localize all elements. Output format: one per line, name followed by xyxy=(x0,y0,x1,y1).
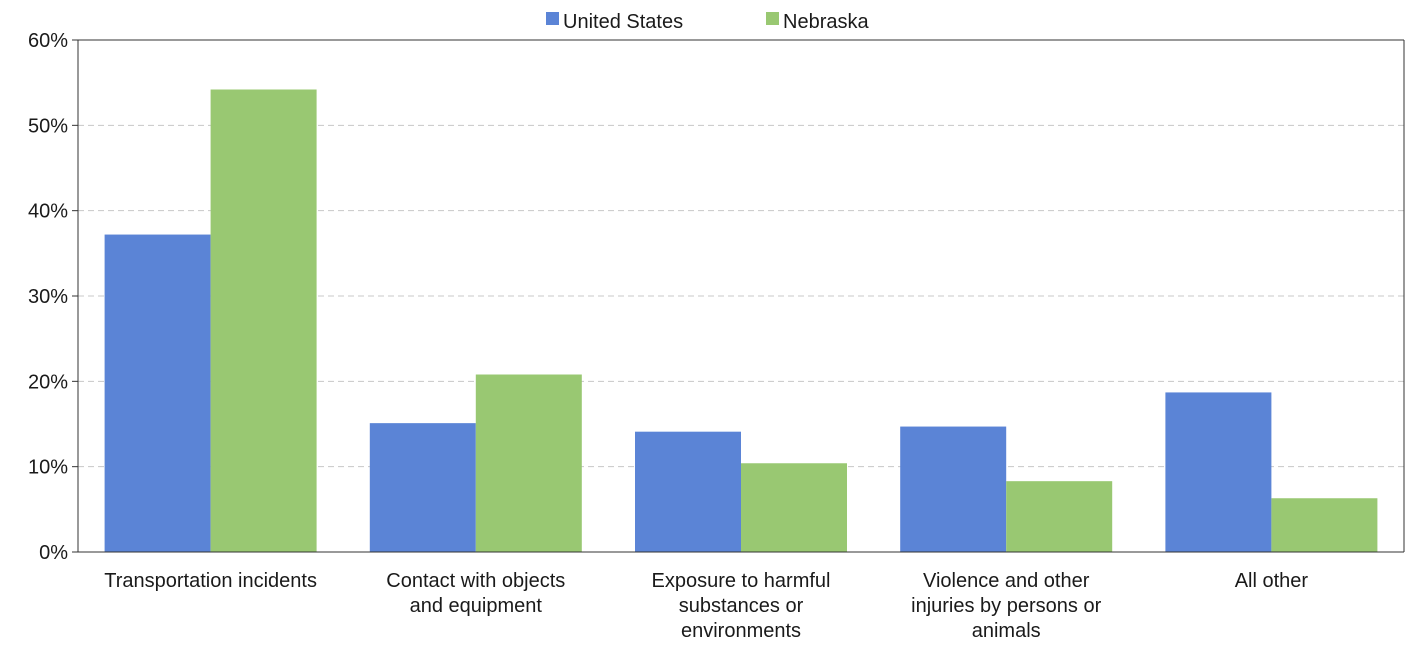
legend-swatch xyxy=(546,12,559,25)
x-category-label: Contact with objects xyxy=(386,570,565,592)
x-category-label: Violence and other xyxy=(923,570,1090,592)
y-tick-label: 60% xyxy=(28,30,68,52)
x-category-label: and equipment xyxy=(410,595,543,617)
x-category-labels: Transportation incidents Contact with obj… xyxy=(104,570,1308,642)
bar-united-states xyxy=(1165,392,1271,552)
y-tick-label: 30% xyxy=(28,286,68,308)
x-category-label: Exposure to harmful xyxy=(652,570,831,592)
y-tick-label: 50% xyxy=(28,115,68,137)
x-category-label: environments xyxy=(681,620,801,642)
x-category-label: animals xyxy=(972,620,1041,642)
y-tick-labels: 0% 10% 20% 30% 40% 50% 60% xyxy=(28,30,68,564)
y-tick-label: 10% xyxy=(28,457,68,479)
bar-united-states xyxy=(635,432,741,552)
bar-united-states xyxy=(900,427,1006,552)
y-tick-label: 0% xyxy=(39,542,68,564)
bar-nebraska xyxy=(741,463,847,552)
bars xyxy=(105,89,1378,552)
legend-swatch xyxy=(766,12,779,25)
y-tick-label: 40% xyxy=(28,201,68,223)
bar-united-states xyxy=(370,423,476,552)
legend: United States Nebraska xyxy=(546,11,869,33)
bar-nebraska xyxy=(211,89,317,552)
x-category-label: All other xyxy=(1235,570,1309,592)
bar-nebraska xyxy=(476,375,582,552)
bar-united-states xyxy=(105,235,211,552)
y-tick-label: 20% xyxy=(28,371,68,393)
x-category-label: substances or xyxy=(679,595,804,617)
bar-nebraska xyxy=(1271,498,1377,552)
legend-label: Nebraska xyxy=(783,11,869,33)
x-category-label: injuries by persons or xyxy=(911,595,1101,617)
bar-nebraska xyxy=(1006,481,1112,552)
x-category-label: Transportation incidents xyxy=(104,570,317,592)
legend-label: United States xyxy=(563,11,683,33)
